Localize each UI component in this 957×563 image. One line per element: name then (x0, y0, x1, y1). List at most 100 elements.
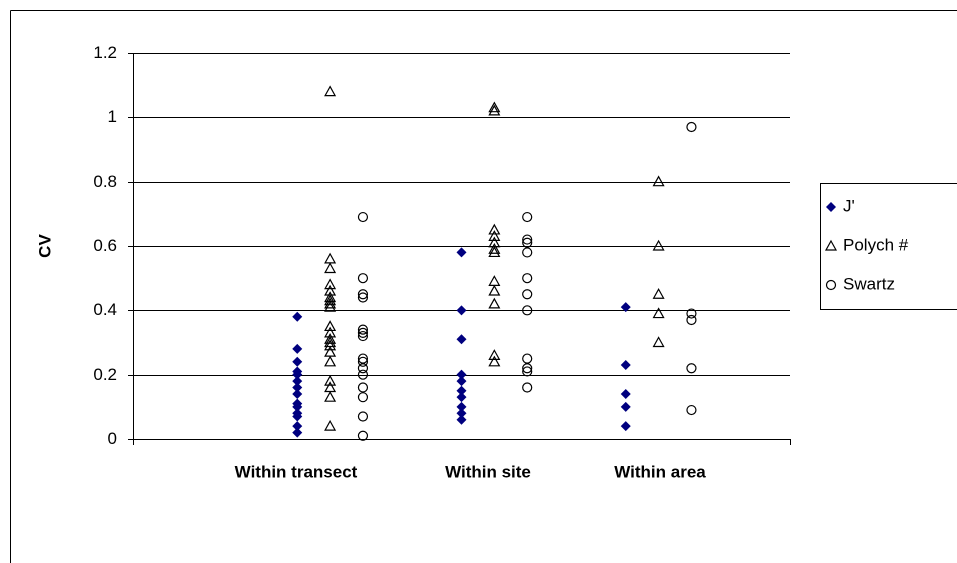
point (324, 355, 337, 367)
point (357, 430, 369, 441)
point (620, 388, 631, 399)
point (324, 252, 337, 264)
y-tick-label: 1.2 (93, 43, 117, 62)
point (488, 284, 501, 296)
point (522, 366, 533, 377)
point (686, 308, 697, 319)
point (357, 292, 369, 303)
point (488, 246, 501, 258)
point (488, 104, 501, 116)
point (456, 376, 467, 387)
point (456, 305, 467, 316)
point (292, 411, 303, 422)
point (292, 388, 303, 399)
point (357, 289, 369, 300)
point (292, 311, 303, 322)
point (324, 297, 337, 309)
y-tick-label: 0.6 (93, 236, 117, 255)
point (292, 421, 303, 432)
point (652, 288, 665, 299)
legend-label: J' (843, 196, 855, 215)
point (292, 343, 303, 354)
point (686, 314, 697, 326)
point (456, 408, 467, 419)
point (324, 333, 337, 344)
point (652, 175, 665, 187)
point (324, 339, 337, 351)
point (488, 230, 501, 241)
point (324, 374, 337, 386)
point (357, 411, 369, 422)
point (324, 345, 337, 357)
point (324, 336, 337, 348)
legend-marker (824, 239, 838, 251)
point (456, 334, 467, 345)
point (488, 355, 501, 367)
point (324, 262, 337, 274)
point (324, 278, 337, 290)
category-label: Within transect (235, 462, 358, 481)
point (324, 85, 337, 97)
point (522, 353, 533, 364)
point (324, 419, 337, 431)
point (522, 363, 533, 374)
point (686, 363, 697, 374)
point (620, 421, 631, 432)
point (456, 369, 467, 380)
point (652, 307, 665, 319)
point (292, 427, 303, 438)
point (488, 297, 501, 309)
point (522, 237, 533, 248)
point (522, 382, 533, 393)
point (292, 401, 303, 412)
point (292, 382, 303, 393)
point (456, 392, 467, 403)
point (292, 376, 303, 387)
point (620, 360, 631, 371)
point (488, 223, 501, 235)
point (488, 275, 501, 286)
legend-box (820, 183, 957, 310)
point (488, 242, 501, 254)
point (522, 289, 533, 300)
point (456, 401, 467, 412)
point (522, 247, 533, 258)
point (456, 385, 467, 396)
point (357, 327, 369, 338)
point (357, 363, 369, 374)
y-tick-label: 1 (108, 107, 117, 126)
point (324, 320, 337, 332)
point (357, 356, 369, 367)
point (522, 305, 533, 316)
point (522, 273, 533, 284)
y-axis-label: CV (35, 234, 54, 258)
category-label: Within area (614, 462, 706, 481)
point (324, 294, 337, 306)
legend-label: Swartz (843, 274, 895, 293)
point (522, 234, 533, 245)
point (357, 392, 369, 403)
point (357, 273, 369, 284)
point (324, 390, 337, 402)
point (292, 369, 303, 380)
point (522, 211, 533, 223)
point (620, 401, 631, 412)
y-tick-label: 0 (108, 429, 117, 448)
point (357, 330, 369, 342)
y-tick-label: 0.4 (93, 300, 117, 319)
point (357, 324, 369, 335)
point (488, 349, 501, 360)
legend-label: Polych # (843, 235, 909, 254)
point (357, 382, 369, 393)
point (456, 414, 467, 425)
legend-marker (825, 279, 837, 291)
legend-marker (826, 202, 836, 212)
point (357, 211, 369, 223)
point (324, 300, 337, 312)
category-label: Within site (445, 462, 531, 481)
point (324, 381, 337, 393)
point (620, 302, 631, 313)
point (357, 369, 369, 380)
y-tick-label: 0.2 (93, 365, 117, 384)
